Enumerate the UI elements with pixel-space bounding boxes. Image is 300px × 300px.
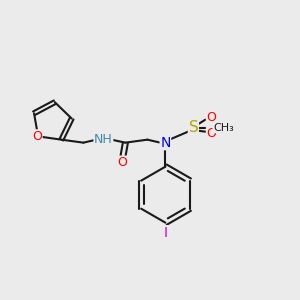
Text: S: S <box>188 120 198 135</box>
Text: NH: NH <box>94 133 113 146</box>
Text: O: O <box>206 111 216 124</box>
Text: I: I <box>164 226 167 240</box>
Text: O: O <box>206 127 216 140</box>
Text: O: O <box>118 156 127 169</box>
Text: CH₃: CH₃ <box>213 123 234 133</box>
Text: N: N <box>160 136 171 150</box>
Text: O: O <box>32 130 42 143</box>
